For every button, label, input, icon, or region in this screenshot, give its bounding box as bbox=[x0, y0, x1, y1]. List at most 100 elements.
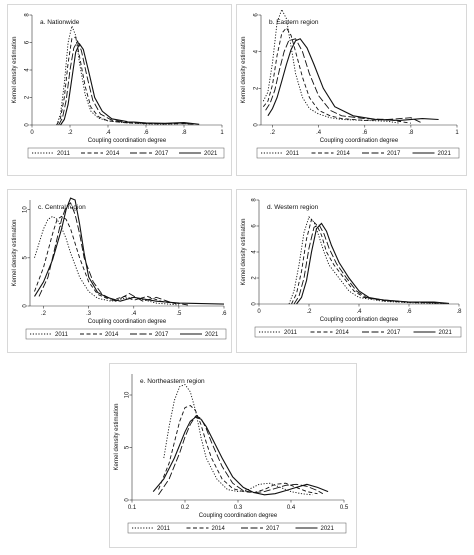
y-tick-label: 6 bbox=[254, 13, 260, 17]
chart-panel-b: b. Eastern region .2 .4 .6 .8 1 0 2 4 6 Coupling c… bbox=[236, 4, 467, 176]
chart-svg-d: d. Western region 0 .2 .4 .6 .8 0 2 4 6 8 Coupling … bbox=[241, 198, 462, 338]
y-tick-label: 10 bbox=[23, 206, 29, 213]
legend-label-2014: 2014 bbox=[336, 330, 350, 336]
series-line-2017 bbox=[58, 40, 194, 126]
y-tick-label: 0 bbox=[125, 498, 131, 502]
legend-label-2014: 2014 bbox=[105, 332, 119, 338]
x-tick-label: .8 bbox=[456, 309, 462, 315]
legend-label-2017: 2017 bbox=[155, 332, 169, 338]
series-line-2021 bbox=[267, 38, 439, 121]
x-tick-label: 0 bbox=[30, 130, 34, 136]
y-tick-label: 4 bbox=[252, 250, 258, 254]
x-tick-label: .4 bbox=[356, 309, 362, 315]
y-tick-label: 6 bbox=[25, 40, 31, 44]
legend-label-2021: 2021 bbox=[204, 151, 218, 157]
series-line-2021 bbox=[152, 416, 329, 496]
x-tick-label: 0.3 bbox=[234, 505, 243, 511]
series-line-2021 bbox=[60, 42, 200, 126]
legend-box bbox=[27, 147, 225, 159]
series-line-2011 bbox=[288, 216, 447, 305]
x-tick-label: .4 bbox=[316, 130, 322, 136]
y-tick-label: 4 bbox=[254, 49, 260, 53]
x-axis-label: Coupling coordination degree bbox=[88, 138, 167, 144]
x-tick-label: .2 bbox=[41, 311, 47, 317]
y-tick-label: 0 bbox=[25, 123, 31, 127]
chart-svg-b: b. Eastern region .2 .4 .6 .8 1 0 2 4 6 Coupling c… bbox=[241, 8, 459, 159]
y-tick-label: 2 bbox=[252, 276, 258, 280]
x-tick-label: .4 bbox=[131, 311, 137, 317]
y-tick-label: 0 bbox=[23, 304, 29, 308]
series-line-2017 bbox=[38, 202, 188, 306]
chart-svg-e: e. Northeastern region 0.1 0.2 0.3 0.4 0.5 0 5 1… bbox=[114, 374, 349, 534]
chart-svg-c: c. Central region .2 .3 .4 .5 .6 0 5 10 Coupling … bbox=[12, 197, 227, 340]
series-line-2014 bbox=[34, 215, 179, 305]
x-tick-label: .6 bbox=[221, 311, 227, 317]
legend-box bbox=[25, 328, 227, 340]
x-tick-label: .2 bbox=[306, 309, 312, 315]
x-tick-label: 0.2 bbox=[181, 505, 190, 511]
legend-label-2021: 2021 bbox=[438, 151, 452, 157]
legend-label-2014: 2014 bbox=[337, 151, 351, 157]
legend-label-2021: 2021 bbox=[439, 330, 453, 336]
y-axis-label: Kernel density estimation bbox=[241, 218, 247, 285]
x-tick-label: .4 bbox=[105, 130, 111, 136]
y-tick-label: 8 bbox=[25, 13, 31, 17]
x-tick-label: 1 bbox=[220, 130, 224, 136]
y-tick-label: 2 bbox=[254, 86, 260, 90]
chart-panel-c: c. Central region .2 .3 .4 .5 .6 0 5 10 Coupling … bbox=[7, 189, 232, 353]
x-tick-label: .6 bbox=[362, 130, 368, 136]
x-tick-label: .6 bbox=[406, 309, 412, 315]
x-tick-label: .2 bbox=[67, 130, 73, 136]
x-axis-label: Coupling coordination degree bbox=[320, 317, 399, 323]
y-axis-label: Kernel density estimation bbox=[12, 219, 18, 286]
legend-label-2017: 2017 bbox=[155, 151, 169, 157]
y-tick-label: 5 bbox=[125, 445, 131, 449]
series-line-2017 bbox=[293, 224, 447, 305]
series-line-2014 bbox=[56, 36, 194, 126]
y-tick-label: 10 bbox=[125, 391, 131, 398]
series-line-2017 bbox=[265, 38, 423, 124]
legend-label-2021: 2021 bbox=[205, 332, 219, 338]
legend-box bbox=[127, 522, 347, 534]
series-line-2011 bbox=[34, 215, 179, 306]
legend-label-2014: 2014 bbox=[212, 526, 226, 532]
y-tick-label: 5 bbox=[23, 255, 29, 259]
x-tick-label: .2 bbox=[270, 130, 276, 136]
x-tick-label: 0.4 bbox=[287, 505, 296, 511]
series-line-2021 bbox=[34, 197, 225, 305]
y-tick-label: 4 bbox=[25, 68, 31, 72]
chart-title: e. Northeastern region bbox=[140, 378, 205, 385]
x-tick-label: 0.1 bbox=[128, 505, 137, 511]
chart-panel-d: d. Western region 0 .2 .4 .6 .8 0 2 4 6 8 Coupling … bbox=[236, 189, 467, 353]
chart-title: b. Eastern region bbox=[269, 19, 319, 26]
series-line-2011 bbox=[56, 24, 194, 126]
x-tick-label: .8 bbox=[181, 130, 187, 136]
series-line-2014 bbox=[291, 218, 447, 305]
legend-label-2017: 2017 bbox=[387, 330, 401, 336]
y-tick-label: 6 bbox=[252, 224, 258, 228]
series-line-2017 bbox=[158, 415, 324, 496]
legend-label-2011: 2011 bbox=[286, 151, 300, 157]
series-line-2011 bbox=[163, 383, 313, 496]
legend-label-2011: 2011 bbox=[57, 151, 71, 157]
x-axis-label: Coupling coordination degree bbox=[88, 319, 167, 325]
y-tick-label: 2 bbox=[25, 95, 31, 99]
y-tick-label: 0 bbox=[254, 123, 260, 127]
y-axis-label: Kernel density estimation bbox=[12, 36, 18, 103]
x-tick-label: 0 bbox=[257, 309, 261, 315]
legend-label-2021: 2021 bbox=[321, 526, 335, 532]
y-tick-label: 8 bbox=[252, 198, 258, 202]
chart-title: a. Nationwide bbox=[40, 19, 80, 26]
x-tick-label: 1 bbox=[455, 130, 459, 136]
series-line-2021 bbox=[296, 222, 450, 305]
chart-title: c. Central region bbox=[38, 204, 86, 211]
chart-panel-e: e. Northeastern region 0.1 0.2 0.3 0.4 0.5 0 5 1… bbox=[109, 363, 357, 548]
series-line-2014 bbox=[262, 27, 411, 124]
x-tick-label: .3 bbox=[86, 311, 92, 317]
chart-title: d. Western region bbox=[267, 204, 319, 211]
y-axis-label: Kernel density estimation bbox=[114, 403, 120, 470]
x-tick-label: .6 bbox=[143, 130, 149, 136]
legend-label-2011: 2011 bbox=[157, 526, 171, 532]
x-axis-label: Coupling coordination degree bbox=[320, 138, 399, 144]
legend-label-2011: 2011 bbox=[284, 330, 298, 336]
